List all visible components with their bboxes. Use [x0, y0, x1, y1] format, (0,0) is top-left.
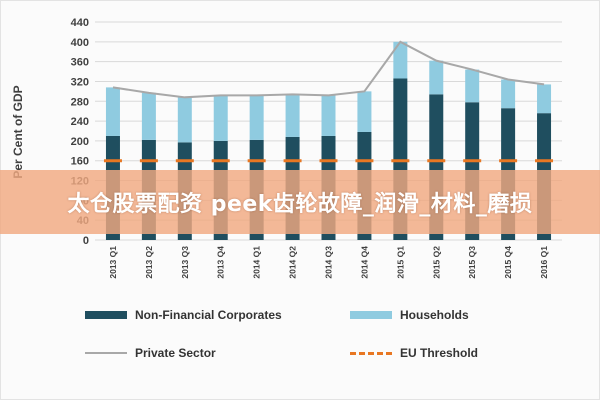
x-tick-label: 2015 Q2 — [431, 246, 441, 279]
lines — [103, 40, 554, 163]
legend-swatch — [350, 351, 392, 355]
x-tick-label: 2014 Q4 — [359, 246, 369, 279]
legend-swatch — [85, 352, 127, 354]
legend-label: EU Threshold — [400, 346, 479, 360]
y-axis-label: Per Cent of GDP — [11, 85, 25, 178]
x-tick-label: 2013 Q4 — [216, 246, 226, 279]
bar-households — [357, 91, 372, 132]
legend: Non-Financial Corporates Households Priv… — [85, 308, 545, 366]
legend-swatch — [85, 311, 127, 319]
x-tick-label: 2014 Q2 — [288, 246, 298, 279]
bar-households — [177, 97, 192, 143]
bar-households — [537, 84, 552, 114]
bar-households — [105, 87, 120, 136]
bar-households — [465, 69, 480, 103]
legend-swatch — [350, 311, 392, 319]
bar-households — [501, 79, 516, 109]
legend-label: Households — [400, 308, 469, 322]
legend-item-households: Households — [350, 308, 469, 322]
y-tick-label: 200 — [71, 136, 89, 148]
y-tick-label: 280 — [71, 96, 89, 108]
x-tick-label: 2015 Q4 — [503, 246, 513, 279]
y-tick-label: 320 — [71, 76, 89, 88]
legend-item-non-financial-corporates: Non-Financial Corporates — [85, 308, 282, 322]
line-private-sector — [112, 40, 545, 99]
y-tick-label: 240 — [71, 116, 89, 128]
y-tick-label: 0 — [83, 235, 89, 247]
bar-households — [141, 92, 156, 140]
y-tick-label: 360 — [71, 57, 89, 69]
x-tick-label: 2014 Q1 — [252, 246, 262, 279]
legend-label: Non-Financial Corporates — [135, 308, 282, 322]
y-tick-label: 160 — [71, 156, 89, 168]
x-tick-label: 2016 Q1 — [539, 246, 549, 279]
y-tick-label: 400 — [71, 37, 89, 49]
bar-households — [249, 95, 264, 140]
banner-text: 太仓股票配资 peek齿轮故障_润滑_材料_磨损 — [67, 192, 533, 217]
legend-item-private-sector: Private Sector — [85, 346, 216, 360]
y-tick-label: 440 — [71, 17, 89, 29]
bar-households — [393, 41, 408, 79]
bar-households — [285, 94, 300, 137]
bar-households — [321, 95, 336, 136]
x-tick-label: 2013 Q1 — [108, 246, 118, 279]
x-tick-label: 2013 Q2 — [144, 246, 154, 279]
x-tick-label: 2014 Q3 — [324, 246, 334, 279]
x-tick-label: 2015 Q1 — [395, 246, 405, 279]
x-tick-label: 2013 Q3 — [180, 246, 190, 279]
bar-households — [213, 95, 228, 141]
legend-label: Private Sector — [135, 346, 216, 360]
x-tick-label: 2015 Q3 — [467, 246, 477, 279]
legend-item-eu-threshold: EU Threshold — [350, 346, 478, 360]
watermark-banner: 太仓股票配资 peek齿轮故障_润滑_材料_磨损 — [0, 170, 600, 234]
bar-households — [429, 60, 444, 95]
x-axis-ticks: 2013 Q1 2013 Q2 2013 Q3 2013 Q4 2014 Q1 2014 … — [108, 246, 549, 279]
